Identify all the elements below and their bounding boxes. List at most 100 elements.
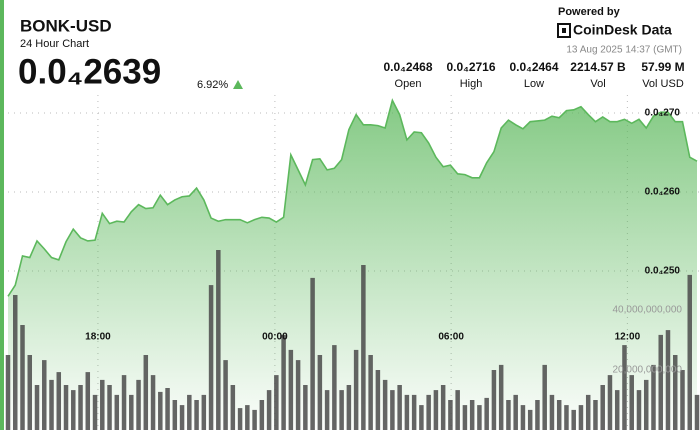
price: 0.0₄2639 — [18, 52, 161, 91]
volume-bar — [216, 250, 221, 430]
volume-bar — [20, 325, 25, 430]
volume-bar — [498, 364, 504, 430]
volume-bar — [107, 385, 112, 430]
volume-bar — [375, 370, 381, 430]
volume-bar — [636, 390, 642, 430]
y-tick-label: 0.0₄250 — [645, 266, 681, 277]
volume-bar — [179, 405, 185, 430]
volume-bar — [92, 394, 98, 430]
volume-bar — [607, 375, 613, 430]
volume-bar — [651, 364, 656, 430]
volume-bar — [614, 390, 620, 430]
y-tick-label: 0.0₄260 — [645, 187, 681, 198]
change: 6.92% — [197, 79, 228, 91]
volume-bar — [121, 375, 127, 430]
volume-bar — [390, 390, 395, 430]
bar-layer — [5, 250, 700, 430]
volume-bar — [600, 385, 605, 430]
volume-bar — [100, 379, 105, 430]
volume-bar — [361, 265, 366, 430]
powered-by: Powered by — [558, 6, 621, 18]
stat-label: Vol — [590, 78, 605, 90]
volume-bar — [266, 390, 272, 430]
timestamp: 13 Aug 2025 14:37 (GMT) — [566, 45, 682, 56]
volume-bar — [324, 390, 330, 430]
volume-bar — [527, 409, 533, 430]
volume-bar — [245, 405, 250, 430]
volume-bar — [56, 372, 62, 430]
volume-bar — [194, 400, 199, 430]
stat-label: Open — [395, 78, 422, 90]
stat-value: 0.0₄2716 — [446, 60, 495, 74]
price-line — [7, 98, 698, 297]
stat-label: Vol USD — [642, 78, 684, 90]
stat-value: 2214.57 B — [570, 60, 626, 74]
volume-bar — [143, 355, 149, 430]
area-layer — [8, 100, 697, 430]
volume-bar — [448, 400, 453, 430]
volume-bar — [201, 394, 207, 430]
volume-bar — [622, 345, 627, 430]
volume-bar — [310, 277, 315, 430]
price-area — [8, 100, 697, 430]
volume-bar — [78, 385, 83, 430]
volume-bar — [129, 394, 134, 430]
volume-bar — [303, 385, 308, 430]
plot-area: 0.0₄250 0.0₄260 0.0₄270 20,000,000,000 40,00… — [5, 95, 700, 430]
volume-bar — [578, 405, 584, 430]
volume-bar — [158, 391, 163, 430]
volume-bar — [230, 385, 236, 430]
volume-bar — [332, 345, 337, 430]
volume-bar — [42, 360, 47, 430]
volume-bar — [462, 405, 468, 430]
up-arrow — [233, 80, 243, 89]
volume-bar — [440, 385, 446, 430]
volume-bar — [187, 394, 192, 430]
volume-bar — [484, 397, 489, 430]
volume-bar — [477, 405, 482, 430]
volume-bar — [237, 408, 243, 430]
volume-bar — [593, 400, 598, 430]
volume-bar — [114, 394, 120, 430]
axis-labels: 0.0₄250 0.0₄260 0.0₄270 20,000,000,000 40,00… — [85, 108, 682, 376]
volume-bar — [419, 405, 424, 430]
volume-bar — [455, 390, 460, 430]
stat-value: 0.0₄2468 — [383, 60, 432, 74]
volume-bar — [694, 394, 700, 430]
volume-bar — [535, 400, 540, 430]
volume-bar — [295, 360, 301, 430]
x-tick-label: 00:00 — [262, 332, 288, 343]
volume-bar — [85, 372, 91, 430]
volume-bar — [549, 394, 555, 430]
volume-bar — [5, 355, 11, 430]
volume-bar — [665, 330, 671, 430]
subtitle: 24 Hour Chart — [20, 38, 89, 50]
brand: CoinDesk Data — [573, 22, 672, 38]
volume-bar — [564, 405, 569, 430]
volume-bar — [317, 355, 323, 430]
volume-bar — [353, 349, 359, 430]
volume-bar — [506, 400, 511, 430]
volume-bar — [433, 390, 439, 430]
y2-tick-label: 40,000,000,000 — [612, 305, 682, 316]
volume-bar — [339, 390, 344, 430]
volume-bar — [542, 364, 547, 430]
volume-bar — [672, 355, 678, 430]
title: BONK-USD — [20, 16, 112, 35]
volume-bar — [680, 370, 685, 430]
volume-bar — [13, 295, 18, 430]
volume-bar — [397, 385, 402, 430]
volume-bar — [382, 379, 388, 430]
volume-bar — [404, 394, 410, 430]
volume-bar — [71, 390, 76, 430]
volume-bar — [556, 400, 562, 430]
volume-bar — [274, 375, 279, 430]
volume-bar — [259, 400, 265, 430]
volume-bar — [34, 385, 40, 430]
volume-bar — [27, 355, 33, 430]
volume-bar — [585, 394, 591, 430]
volume-bar — [208, 285, 214, 430]
volume-bar — [687, 274, 692, 430]
volume-bar — [491, 370, 497, 430]
